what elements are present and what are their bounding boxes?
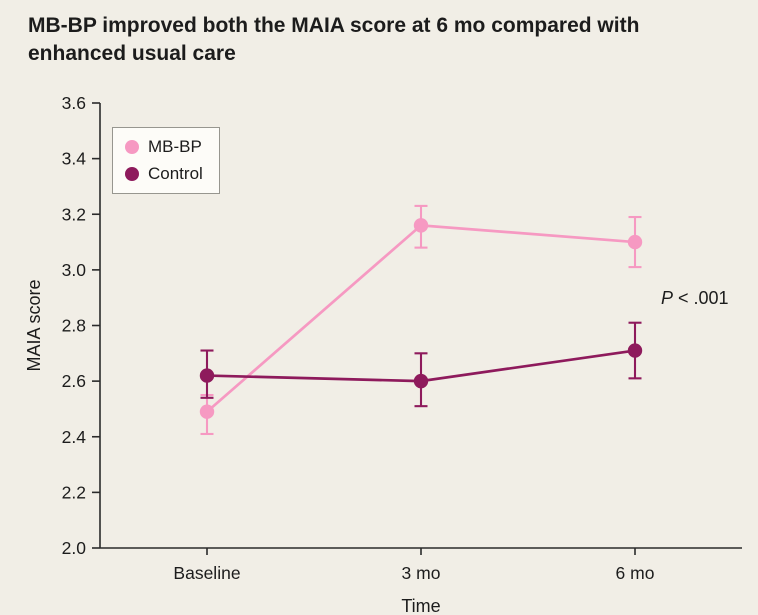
p-value-symbol: P <box>661 288 674 308</box>
legend-item-mbbp: MB-BP <box>125 137 203 157</box>
x-axis-label: Time <box>401 596 440 615</box>
line-chart: 2.0 2.2 2.4 2.6 2.8 3.0 3.2 3.4 3.6 Baseline 3 mo 6… <box>24 93 742 615</box>
axes: 2.0 2.2 2.4 2.6 2.8 3.0 3.2 3.4 3.6 Baseline 3 mo 6… <box>62 93 742 583</box>
series-MB-BP <box>199 204 643 436</box>
p-value-annotation: P < .001 <box>661 288 729 309</box>
data-point <box>199 368 215 383</box>
y-tick-label: 3.0 <box>62 260 87 280</box>
data-point <box>199 404 215 419</box>
chart-title: MB-BP improved both the MAIA score at 6 … <box>28 14 640 65</box>
legend-swatch-control-icon <box>125 167 139 181</box>
x-tick-label: Baseline <box>173 563 240 583</box>
y-tick-label: 3.6 <box>62 93 86 113</box>
series-Control <box>199 321 643 408</box>
legend-label-control: Control <box>148 164 203 183</box>
p-value-text: < .001 <box>673 288 729 308</box>
data-point <box>627 343 643 358</box>
legend-label-mbbp: MB-BP <box>148 137 202 156</box>
y-axis-label: MAIA score <box>24 279 44 371</box>
data-point <box>413 218 429 233</box>
y-tick-label: 2.6 <box>62 371 86 391</box>
y-tick-label: 2.2 <box>62 482 86 502</box>
y-tick-label: 2.4 <box>62 427 87 447</box>
legend-item-control: Control <box>125 164 203 184</box>
y-tick-label: 3.4 <box>62 149 87 169</box>
x-tick-label: 6 mo <box>616 563 655 583</box>
legend: MB-BP Control <box>112 127 220 194</box>
data-point <box>413 373 429 389</box>
y-tick-label: 2.8 <box>62 316 86 336</box>
data-point <box>627 234 643 250</box>
y-tick-label: 2.0 <box>62 538 87 558</box>
x-tick-label: 3 mo <box>402 563 441 583</box>
y-tick-label: 3.2 <box>62 204 86 224</box>
legend-swatch-mbbp-icon <box>125 140 139 154</box>
